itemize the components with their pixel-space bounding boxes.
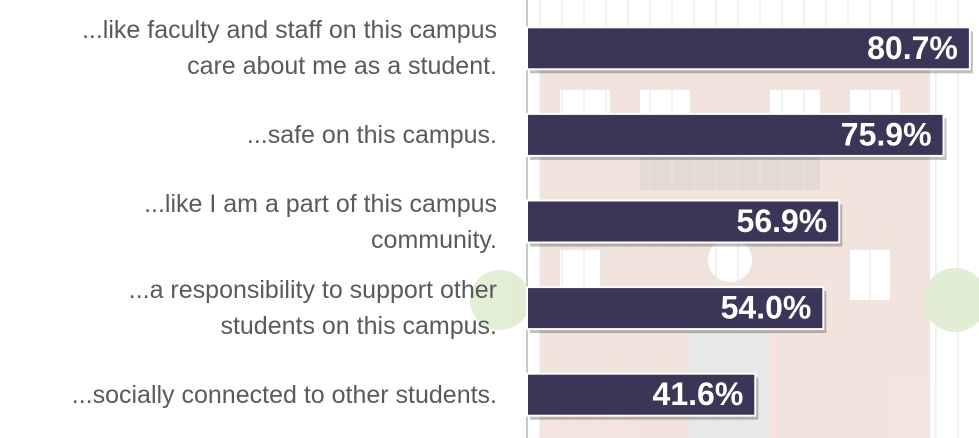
value-label: 80.7% bbox=[867, 30, 958, 66]
bar bbox=[526, 112, 945, 157]
tree bbox=[470, 270, 530, 330]
tree bbox=[923, 268, 979, 332]
bar bbox=[526, 372, 757, 417]
category-label: ...a responsibility to support other stu… bbox=[128, 276, 497, 341]
category-label: ...like faculty and staff on this campus… bbox=[81, 16, 497, 81]
bar bbox=[526, 199, 841, 244]
round-window bbox=[708, 238, 752, 282]
category-label: ...socially connected to other students. bbox=[71, 380, 497, 409]
value-label: 54.0% bbox=[721, 290, 812, 326]
bar bbox=[526, 26, 971, 71]
value-label: 56.9% bbox=[737, 203, 828, 239]
category-label: ...like I am a part of this campus commu… bbox=[144, 189, 497, 254]
value-label: 75.9% bbox=[841, 116, 932, 152]
category-label: ...safe on this campus. bbox=[246, 120, 497, 149]
bar bbox=[526, 286, 825, 331]
value-label: 41.6% bbox=[653, 376, 744, 412]
